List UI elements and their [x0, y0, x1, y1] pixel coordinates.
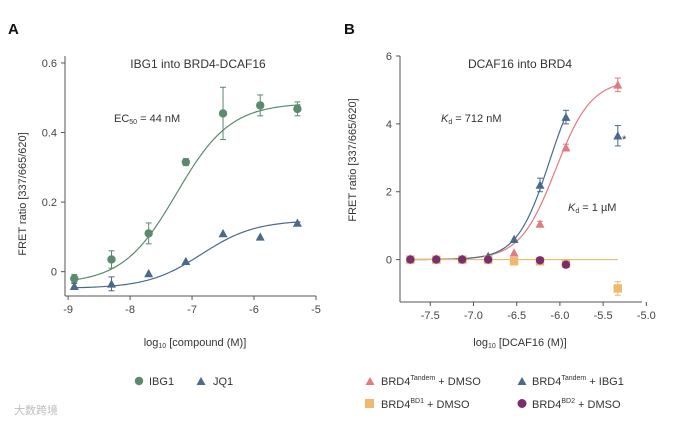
chart-b-y-axis-label: FRET ratio [337/665/620] [347, 98, 359, 221]
chart-b-plot [405, 77, 623, 296]
chart-b-series-3 [406, 255, 571, 269]
chart-a-series-1-point [292, 218, 302, 227]
chart-a-plot [69, 86, 302, 292]
chart-a-y-tick-label: 0.4 [42, 128, 57, 140]
legend-jq1-label: JQ1 [213, 376, 233, 388]
chart-a-x-axis-label: log10 [compound (M)] [144, 337, 247, 350]
chart-b-series-1 [405, 109, 623, 263]
chart-a-x-tick-label: -8 [125, 304, 135, 316]
chart-a-series-1 [69, 218, 302, 292]
chart-b-x-tick-label: -5.0 [637, 310, 656, 322]
chart-a-series-0-point [293, 104, 302, 114]
chart-b-x-tick-label: -7.5 [421, 310, 440, 322]
chart-a-x-tick-label: -5 [311, 304, 321, 316]
legend-brd4-tandem-ibg1-label: BRD4Tandem + IBG1 [532, 375, 624, 388]
chart-b-kd-annotation-2: Kd = 1 µM [568, 202, 616, 215]
chart-b-series-3-point [483, 255, 493, 264]
chart-b-series-3-point [432, 255, 441, 264]
chart-a-series-1-point [181, 256, 191, 266]
chart-a-series-1-fit-line [71, 221, 301, 289]
panel-label-b: B [344, 21, 355, 38]
chart-panel-b: DCAF16 into BRD4 Kd = 712 nM Kd = 1 µM *… [347, 51, 656, 411]
chart-a-y-tick-label: 0.2 [42, 197, 57, 209]
chart-b-x-tick-label: -7.0 [464, 310, 483, 322]
legend-brd4-tandem-dmso-marker [365, 377, 375, 385]
chart-b-series-3-point [458, 255, 467, 264]
chart-b-series-3-point [406, 255, 415, 264]
watermark: 大数跨境 [14, 403, 58, 417]
legend-ibg1-label: IBG1 [149, 376, 174, 388]
chart-a-title: IBG1 into BRD4-DCAF16 [130, 57, 266, 71]
chart-panel-a: IBG1 into BRD4-DCAF16 EC50 = 44 nM FRET … [17, 56, 321, 388]
chart-a-series-0-point [218, 109, 228, 118]
legend-brd4-bd1-dmso-marker [365, 399, 374, 408]
chart-b-x-tick-label: -6.0 [550, 310, 569, 322]
chart-a-x-tick-label: -9 [63, 304, 73, 316]
chart-b-series-0-point [535, 219, 545, 228]
chart-a-series-1-point [106, 279, 116, 288]
chart-b-series-1-point [613, 131, 623, 140]
panel-label-a: A [8, 21, 19, 38]
chart-a-series-0-point [181, 157, 191, 167]
chart-a-series-0-fit-line [71, 104, 301, 281]
legend-jq1-marker [196, 377, 206, 385]
legend-brd4-bd2-dmso-label: BRD4BD2 + DMSO [532, 398, 621, 411]
legend-brd4-tandem-dmso-label: BRD4Tandem + DMSO [381, 375, 481, 388]
chart-a-series-0-point [144, 229, 153, 238]
chart-b-y-tick-label: 0 [386, 255, 392, 267]
chart-a-y-tick-label: 0.6 [42, 58, 57, 70]
chart-b-series-0-point [509, 248, 519, 257]
chart-a-axes: 0 0.2 0.4 0.6 -9 -8 -7 -6 -5 [42, 56, 321, 316]
chart-a-series-1-point [69, 281, 79, 291]
chart-b-asterisk-annotation: * [622, 134, 627, 146]
chart-b-series-0-point [561, 143, 571, 152]
chart-b-y-tick-label: 6 [386, 51, 392, 63]
chart-b-series-0-fit-line [410, 84, 618, 261]
legend-brd4-bd1-dmso-label: BRD4BD1 + DMSO [381, 398, 470, 411]
chart-a-series-0 [70, 86, 302, 284]
chart-a-series-1-point [255, 232, 265, 241]
chart-a-series-0-point [256, 101, 265, 110]
chart-b-series-1-point [535, 180, 545, 189]
chart-a-ec50-annotation: EC50 = 44 nM [114, 113, 180, 126]
chart-b-axes: 0 2 4 6 -7.5 -7.0 -6.5 -6.0 -5.5 -5.0 [386, 51, 656, 322]
legend-ibg1-marker [134, 376, 144, 386]
chart-a-series-0-point [107, 255, 116, 264]
legend-brd4-tandem-ibg1-marker [517, 377, 527, 385]
chart-a-y-tick-label: 0 [51, 267, 57, 279]
chart-b-series-3-point [535, 256, 545, 265]
chart-b-x-tick-label: -6.5 [507, 310, 526, 322]
chart-a-series-1-point [218, 228, 228, 238]
chart-b-series-1-point [561, 112, 571, 121]
chart-a-y-axis-label: FRET ratio [337/665/620] [17, 132, 29, 255]
chart-b-series-1-point [509, 234, 519, 244]
chart-b-series-3-point [561, 260, 571, 269]
chart-b-series-0-point [613, 80, 623, 89]
chart-b-x-axis-label: log10 [DCAF16 (M)] [473, 337, 566, 350]
chart-b-title: DCAF16 into BRD4 [468, 57, 572, 71]
chart-a-series-0-point [70, 274, 79, 283]
chart-b-series-2-point [613, 284, 622, 293]
chart-a-x-tick-label: -6 [249, 304, 259, 316]
chart-b-y-tick-label: 2 [386, 187, 392, 199]
chart-b-y-tick-label: 4 [386, 119, 392, 131]
chart-b-series-2-point [509, 257, 519, 266]
chart-b-kd-annotation-1: Kd = 712 nM [441, 113, 501, 126]
chart-b-x-tick-label: -5.5 [594, 310, 613, 322]
legend-brd4-bd2-dmso-marker [517, 399, 527, 408]
chart-a-series-1-point [144, 268, 154, 278]
chart-a-x-tick-label: -7 [187, 304, 197, 316]
